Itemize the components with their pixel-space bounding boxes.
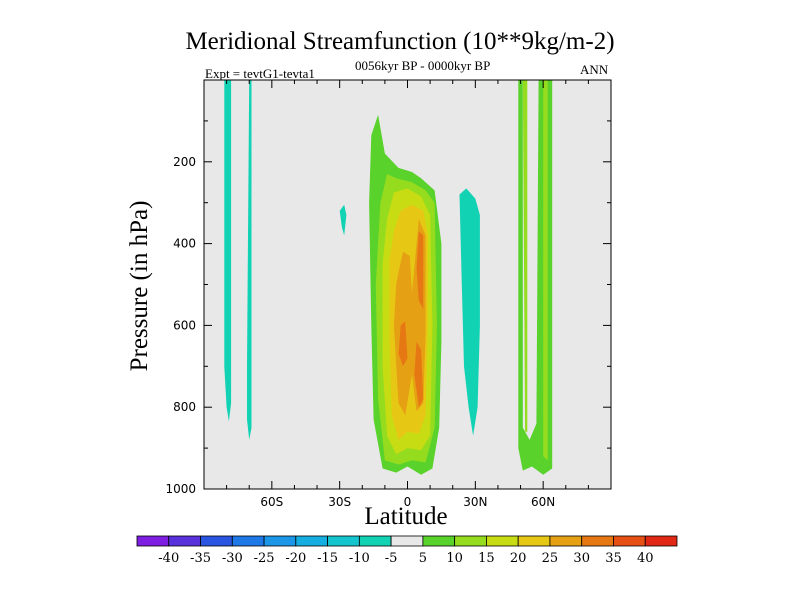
contour-fields-layer: [204, 80, 611, 489]
colorbar-swatch: [422, 535, 456, 547]
colorbar-swatch: [454, 535, 487, 547]
y-tick-label: 800: [173, 400, 196, 414]
x-axis-label: Latitude: [364, 503, 448, 530]
colorbar-label: 25: [542, 551, 559, 566]
y-axis-label: Pressure (in hPa): [126, 200, 153, 372]
x-tick-label: 30S: [328, 495, 351, 509]
x-tick-label: 60S: [260, 495, 283, 509]
colorbar-swatch: [358, 535, 392, 547]
chart-subtitle: 0056kyr BP - 0000kyr BP: [355, 58, 491, 73]
y-tick-label: 200: [173, 155, 196, 169]
colorbar-swatch: [327, 535, 360, 547]
colorbar-swatch: [486, 535, 519, 547]
colorbar-label: 10: [446, 551, 463, 566]
colorbar-label: -5: [385, 551, 398, 566]
colorbar-swatch: [168, 535, 201, 547]
colorbar: -40 -35 -30 -25 -20 -15 -10 -5 5 10 15 20 25 30 35 40: [136, 535, 678, 566]
colorbar-label: -25: [254, 551, 275, 566]
colorbar-label: 5: [419, 551, 427, 566]
colorbar-swatch: [581, 535, 614, 547]
colorbar-label: 40: [637, 551, 654, 566]
colorbar-label: 20: [510, 551, 527, 566]
y-tick-label: 600: [173, 318, 196, 332]
colorbar-swatch: [613, 535, 646, 547]
colorbar-swatch: [549, 535, 583, 547]
contour-region-10: [414, 341, 424, 408]
colorbar-swatch: [295, 535, 328, 547]
colorbar-label: -10: [349, 551, 370, 566]
colorbar-label: -40: [158, 551, 179, 566]
contour-region-14: [543, 80, 548, 461]
contour-region-11: [459, 188, 480, 436]
x-tick-label: 60N: [531, 495, 555, 509]
axes-layer: 60S 30S 0 30N 60N 200 400 600 800 1000: [165, 79, 612, 509]
contour-region-8: [416, 231, 424, 309]
colorbar-label: 35: [605, 551, 622, 566]
x-tick-label: 0: [404, 495, 412, 509]
colorbar-label: -20: [285, 551, 306, 566]
colorbar-label: -35: [190, 551, 211, 566]
chart-title: Meridional Streamfunction (10**9kg/m-2): [185, 28, 615, 55]
colorbar-label: 15: [478, 551, 495, 566]
colorbar-swatch: [231, 535, 265, 547]
y-tick-label: 400: [173, 237, 196, 251]
colorbar-label: -30: [222, 551, 243, 566]
colorbar-swatch: [263, 535, 297, 547]
colorbar-label: 30: [573, 551, 590, 566]
colorbar-swatch: [644, 535, 678, 547]
colorbar-swatch: [390, 535, 424, 547]
contour-region-13: [522, 80, 528, 432]
colorbar-swatch: [200, 535, 233, 547]
contour-region-0: [224, 80, 232, 422]
colorbar-label: -15: [317, 551, 338, 566]
season-label: ANN: [580, 62, 609, 77]
x-tick-label: 30N: [463, 495, 487, 509]
y-tick-label: 1000: [165, 482, 196, 496]
colorbar-swatch: [517, 535, 551, 547]
contour-region-1: [247, 80, 252, 440]
colorbar-swatch: [136, 535, 170, 547]
contour-region-9: [398, 321, 408, 367]
experiment-label: Expt = tevtG1-tevta1: [205, 66, 315, 81]
contour-region-2: [339, 204, 347, 236]
